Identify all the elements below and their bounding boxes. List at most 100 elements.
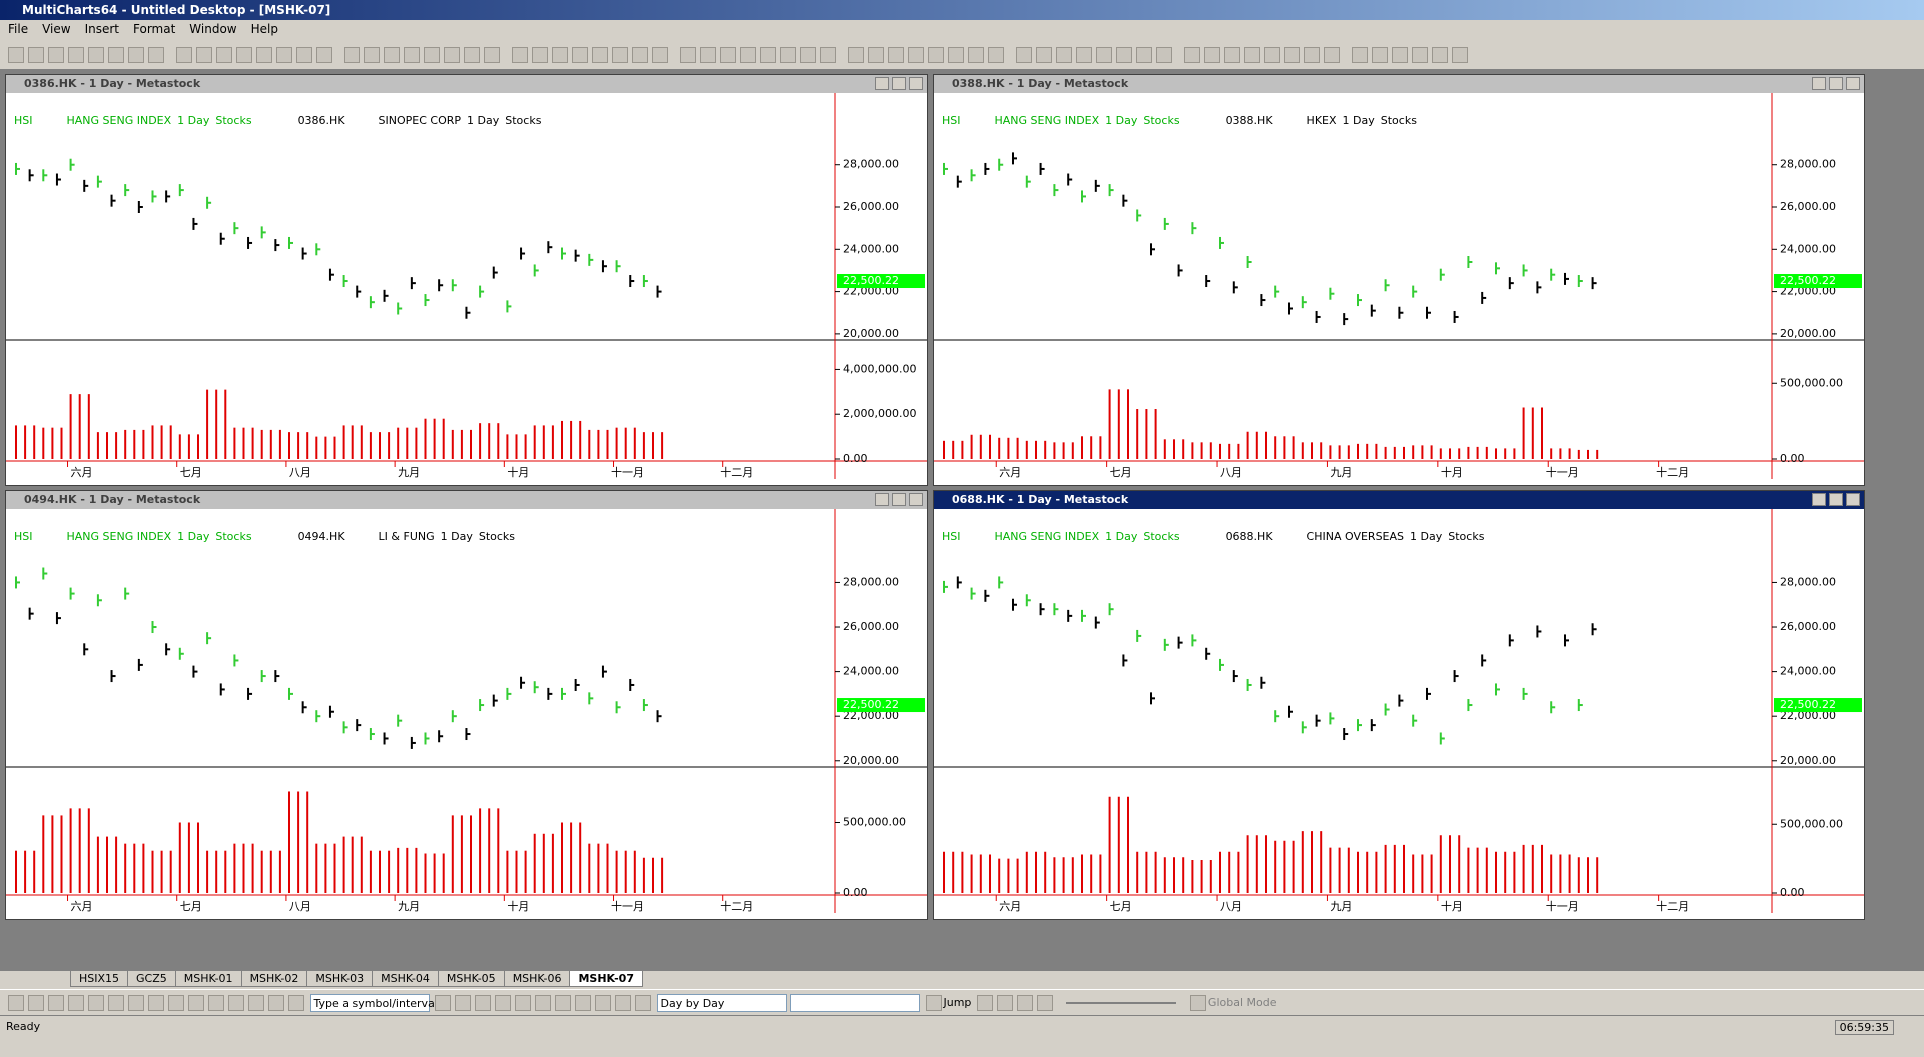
toolbar-icon[interactable] bbox=[612, 47, 628, 63]
toolbar-icon[interactable] bbox=[868, 47, 884, 63]
toolbar-icon[interactable] bbox=[532, 47, 548, 63]
icon[interactable] bbox=[128, 995, 144, 1011]
menu-item[interactable]: Format bbox=[133, 22, 176, 36]
toolbar-icon[interactable] bbox=[512, 47, 528, 63]
toolbar-icon[interactable] bbox=[236, 47, 252, 63]
toolbar-icon[interactable] bbox=[176, 47, 192, 63]
menu-item[interactable]: Window bbox=[189, 22, 237, 36]
toolbar-icon[interactable] bbox=[28, 47, 44, 63]
toolbar-icon[interactable] bbox=[1076, 47, 1092, 63]
toolbar-icon[interactable] bbox=[88, 47, 104, 63]
toolbar-icon[interactable] bbox=[700, 47, 716, 63]
toolbar-icon[interactable] bbox=[216, 47, 232, 63]
window-button[interactable] bbox=[1812, 493, 1826, 506]
toolbar-icon[interactable] bbox=[800, 47, 816, 63]
window-button[interactable] bbox=[892, 493, 906, 506]
toolbar-icon[interactable] bbox=[128, 47, 144, 63]
toolbar-icon[interactable] bbox=[1096, 47, 1112, 63]
toolbar-icon[interactable] bbox=[1036, 47, 1052, 63]
toolbar-icon[interactable] bbox=[464, 47, 480, 63]
toolbar-icon[interactable] bbox=[296, 47, 312, 63]
toolbar-icon[interactable] bbox=[444, 47, 460, 63]
toolbar-icon[interactable] bbox=[1452, 47, 1468, 63]
slider[interactable] bbox=[1066, 1002, 1177, 1004]
toolbar-icon[interactable] bbox=[780, 47, 796, 63]
toolbar-icon[interactable] bbox=[68, 47, 84, 63]
icon[interactable] bbox=[976, 995, 993, 1011]
toolbar-icon[interactable] bbox=[720, 47, 736, 63]
blank-box[interactable] bbox=[790, 994, 920, 1012]
toolbar-icon[interactable] bbox=[632, 47, 648, 63]
toolbar-icon[interactable] bbox=[1136, 47, 1152, 63]
icon[interactable] bbox=[148, 995, 164, 1011]
window-button[interactable] bbox=[1829, 77, 1843, 90]
toolbar-icon[interactable] bbox=[820, 47, 836, 63]
symbol-box[interactable]: Type a symbol/interval bbox=[309, 994, 438, 1012]
toolbar-icon[interactable] bbox=[968, 47, 984, 63]
menu-item[interactable]: File bbox=[8, 22, 29, 36]
toolbar-icon[interactable] bbox=[1324, 47, 1340, 63]
toolbar-icon[interactable] bbox=[908, 47, 924, 63]
sheet-tab[interactable]: HSIX15 bbox=[70, 971, 129, 987]
toolbar-icon[interactable] bbox=[1432, 47, 1448, 63]
toolbar-icon[interactable] bbox=[928, 47, 944, 63]
toolbar-icon[interactable] bbox=[196, 47, 212, 63]
toolbar-icon[interactable] bbox=[988, 47, 1004, 63]
window-button[interactable] bbox=[875, 77, 889, 90]
toolbar-icon[interactable] bbox=[404, 47, 420, 63]
sheet-tab[interactable]: MSHK-02 bbox=[240, 971, 308, 987]
icon[interactable] bbox=[28, 995, 44, 1011]
toolbar-icon[interactable] bbox=[1372, 47, 1388, 63]
icon[interactable] bbox=[435, 995, 451, 1011]
toolbar-icon[interactable] bbox=[1392, 47, 1408, 63]
icon[interactable] bbox=[515, 995, 531, 1011]
icon[interactable] bbox=[168, 995, 184, 1011]
icon[interactable] bbox=[996, 995, 1013, 1011]
icon[interactable] bbox=[88, 995, 104, 1011]
toolbar-icon[interactable] bbox=[108, 47, 124, 63]
toolbar-icon[interactable] bbox=[760, 47, 776, 63]
toolbar-icon[interactable] bbox=[364, 47, 380, 63]
sheet-tab[interactable]: MSHK-06 bbox=[503, 971, 571, 987]
icon[interactable] bbox=[475, 995, 491, 1011]
icon[interactable] bbox=[455, 995, 471, 1011]
toolbar-icon[interactable] bbox=[572, 47, 588, 63]
icon[interactable] bbox=[48, 995, 64, 1011]
icon[interactable] bbox=[1016, 995, 1033, 1011]
icon[interactable] bbox=[8, 995, 24, 1011]
menu-item[interactable]: Help bbox=[250, 22, 278, 36]
toolbar-icon[interactable] bbox=[888, 47, 904, 63]
toolbar-icon[interactable] bbox=[148, 47, 164, 63]
icon[interactable] bbox=[288, 995, 304, 1011]
window-button[interactable] bbox=[1829, 493, 1843, 506]
icon[interactable] bbox=[1036, 995, 1053, 1011]
toolbar-icon[interactable] bbox=[552, 47, 568, 63]
window-button[interactable] bbox=[909, 493, 923, 506]
icon[interactable] bbox=[208, 995, 224, 1011]
sheet-tab[interactable]: MSHK-05 bbox=[437, 971, 505, 987]
toolbar-icon[interactable] bbox=[1056, 47, 1072, 63]
toolbar-icon[interactable] bbox=[48, 47, 64, 63]
toolbar-icon[interactable] bbox=[652, 47, 668, 63]
toolbar-icon[interactable] bbox=[8, 47, 24, 63]
window-button[interactable] bbox=[1812, 77, 1826, 90]
toolbar-icon[interactable] bbox=[592, 47, 608, 63]
icon[interactable] bbox=[925, 995, 942, 1011]
menu-item[interactable]: View bbox=[42, 22, 71, 36]
toolbar-icon[interactable] bbox=[1412, 47, 1428, 63]
window-button[interactable] bbox=[1846, 77, 1860, 90]
icon[interactable] bbox=[248, 995, 264, 1011]
window-button[interactable] bbox=[875, 493, 889, 506]
global-mode[interactable]: Global Mode bbox=[1207, 996, 1277, 1009]
toolbar-icon[interactable] bbox=[1116, 47, 1132, 63]
icon[interactable] bbox=[635, 995, 651, 1011]
toolbar-icon[interactable] bbox=[384, 47, 400, 63]
toolbar-icon[interactable] bbox=[948, 47, 964, 63]
toolbar-icon[interactable] bbox=[344, 47, 360, 63]
toolbar-icon[interactable] bbox=[848, 47, 864, 63]
toolbar-icon[interactable] bbox=[1016, 47, 1032, 63]
toolbar-icon[interactable] bbox=[424, 47, 440, 63]
toolbar-icon[interactable] bbox=[740, 47, 756, 63]
icon[interactable] bbox=[108, 995, 124, 1011]
jump-button[interactable]: Jump bbox=[943, 996, 972, 1009]
